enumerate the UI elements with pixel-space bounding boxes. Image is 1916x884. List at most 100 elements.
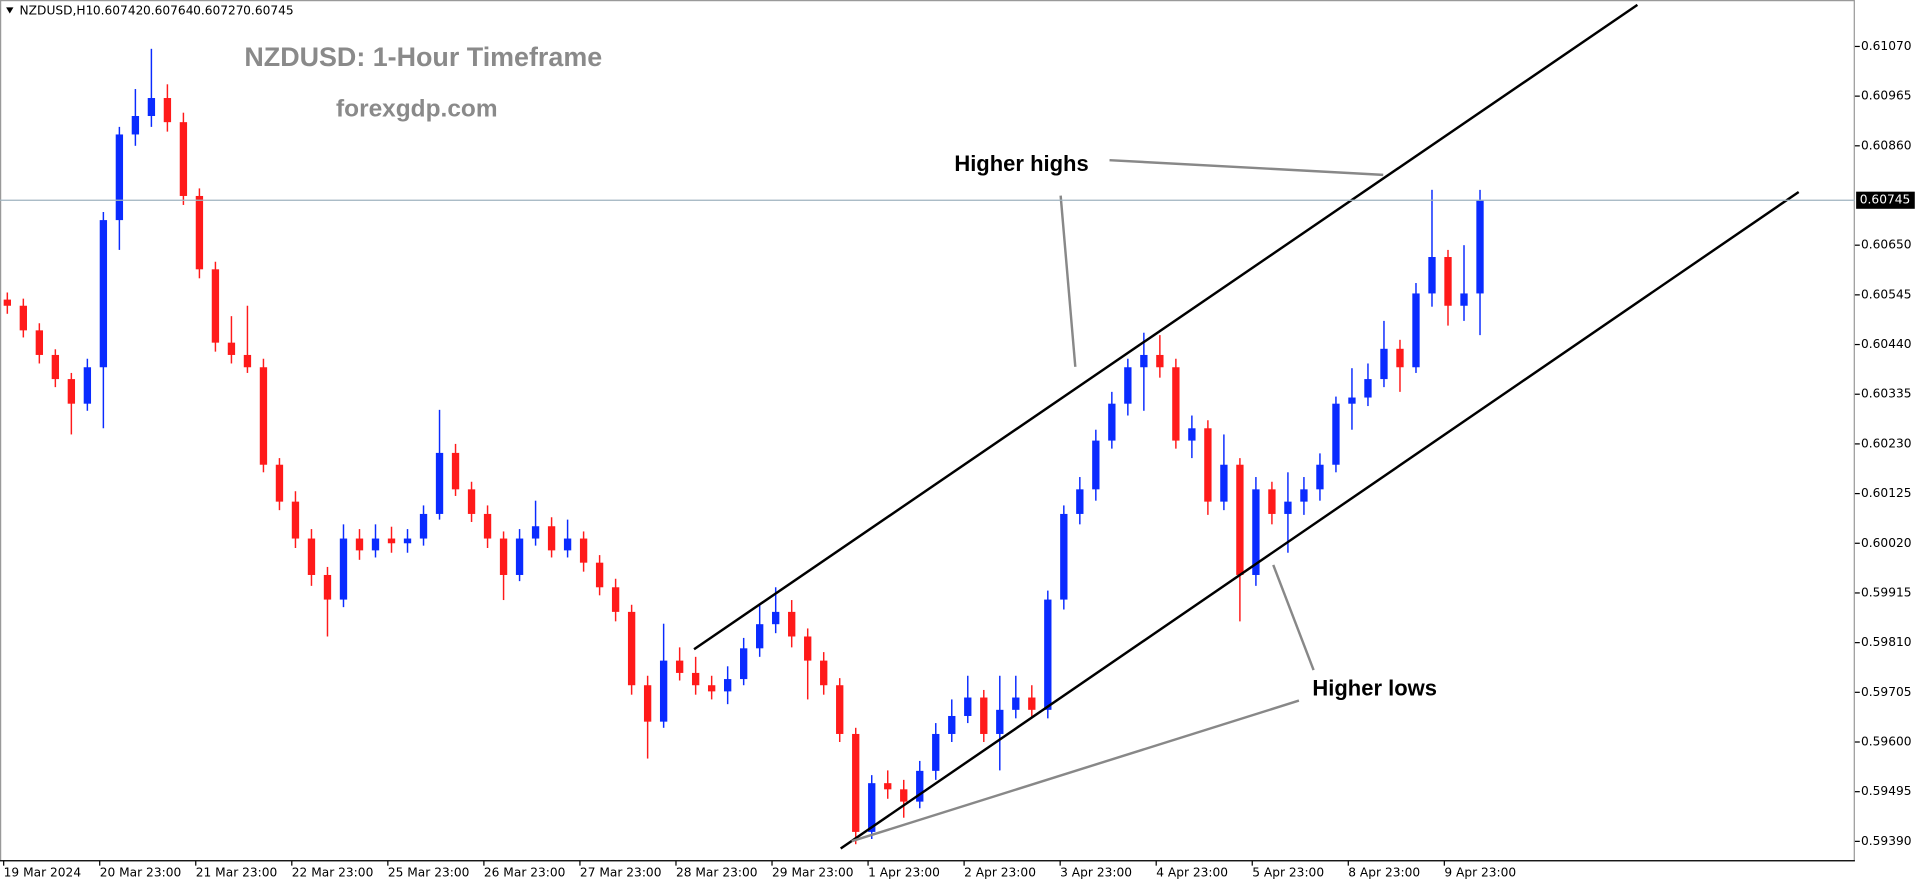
candle-body <box>643 685 652 722</box>
candle-body <box>83 367 92 404</box>
y-tick-label: 0.59810 <box>1861 635 1912 649</box>
y-tick-label: 0.59495 <box>1861 784 1912 798</box>
candle-body <box>1364 379 1372 398</box>
candle-body <box>884 783 892 790</box>
candle-body <box>1188 428 1196 441</box>
candle-body <box>675 660 684 673</box>
pointer-line <box>1059 195 1077 367</box>
candle-body <box>1236 464 1244 575</box>
upper-channel-line <box>693 3 1639 651</box>
annotation: Higher lows <box>1312 675 1437 700</box>
candle-body <box>723 679 732 692</box>
candle-body <box>563 538 572 551</box>
y-tick-label: 0.59600 <box>1861 735 1912 749</box>
x-tick-label: 19 Mar 2024 <box>4 865 82 879</box>
candle-body <box>1220 464 1228 502</box>
candle-body <box>35 330 44 355</box>
x-tick-label: 28 Mar 23:00 <box>676 865 758 879</box>
candle-body <box>1412 293 1420 368</box>
x-tick-label: 4 Apr 23:00 <box>1156 865 1228 879</box>
candle-body <box>403 538 412 544</box>
chart-title: NZDUSD: 1-Hour Timeframe <box>244 42 602 72</box>
y-tick-label: 0.59915 <box>1861 585 1912 599</box>
candle-body <box>756 624 764 649</box>
header-low: 0.60727 <box>193 4 244 18</box>
candle-body <box>740 648 748 680</box>
y-tick-label: 0.60335 <box>1861 387 1912 401</box>
candle-body <box>996 709 1004 734</box>
x-tick-label: 5 Apr 23:00 <box>1252 865 1324 879</box>
candle-body <box>900 789 908 802</box>
chart-subtitle: forexgdp.com <box>336 95 498 122</box>
y-tick-label: 0.60545 <box>1861 287 1912 301</box>
candle-body <box>707 685 716 692</box>
candle-body <box>1284 501 1292 514</box>
candle-body <box>51 354 60 380</box>
x-tick-label: 25 Mar 23:00 <box>388 865 470 879</box>
candle-body <box>1268 489 1276 514</box>
candle-body <box>179 122 188 196</box>
candle-body <box>243 354 252 368</box>
candle-body <box>659 660 668 722</box>
y-tick-label: 0.59705 <box>1861 685 1912 699</box>
pointer-line <box>1109 158 1384 177</box>
candle-body <box>868 783 876 832</box>
candle-body <box>595 562 604 588</box>
candle-body <box>115 134 124 221</box>
candle-body <box>419 513 428 539</box>
candle-body <box>1172 367 1180 441</box>
x-tick-label: 20 Mar 23:00 <box>100 865 182 879</box>
annotation: Higher highs <box>954 151 1088 176</box>
candle-body <box>1124 367 1132 404</box>
header-close: 0.60745 <box>243 4 294 18</box>
candle-body <box>435 452 444 514</box>
candle-body <box>1044 599 1052 710</box>
x-tick-label: 26 Mar 23:00 <box>484 865 566 879</box>
pointer-line <box>1272 564 1315 671</box>
candle-body <box>355 538 364 551</box>
candle-body <box>1252 489 1260 575</box>
candle-body <box>1156 354 1164 368</box>
y-tick-label: 0.60860 <box>1861 138 1912 152</box>
candle-body <box>1428 257 1436 294</box>
x-tick-label: 9 Apr 23:00 <box>1444 865 1516 879</box>
candle-body <box>579 538 588 563</box>
lower-channel-line <box>840 190 1800 850</box>
candle-body <box>611 587 620 612</box>
y-tick-label: 0.61070 <box>1861 39 1912 53</box>
candle-body <box>1076 489 1084 514</box>
candle-body <box>515 538 524 575</box>
x-tick-label: 29 Mar 23:00 <box>772 865 854 879</box>
candle-body <box>1108 403 1116 441</box>
candle-body <box>932 733 940 771</box>
candle-body <box>1060 513 1068 600</box>
candle-body <box>804 636 812 661</box>
candle-body <box>3 299 11 306</box>
header-icon <box>6 7 14 14</box>
candle-body <box>1316 464 1324 490</box>
candle-body <box>1332 403 1340 465</box>
candle-body <box>1300 489 1308 502</box>
x-tick-label: 8 Apr 23:00 <box>1348 865 1420 879</box>
y-tick-label: 0.60440 <box>1861 337 1912 351</box>
candle-body <box>307 538 316 575</box>
symbol: NZDUSD,H1 <box>20 4 94 18</box>
candle-body <box>836 685 844 734</box>
candle-body <box>852 733 860 832</box>
candle-body <box>323 574 332 600</box>
candle-body <box>1444 257 1452 306</box>
candle-body <box>1348 397 1356 404</box>
candle-body <box>387 538 396 544</box>
y-tick-label: 0.60020 <box>1861 536 1912 550</box>
candle-body <box>772 611 780 625</box>
candle-body <box>980 697 988 734</box>
candle-body <box>948 715 956 734</box>
pointer-line <box>851 699 1300 843</box>
x-tick-label: 3 Apr 23:00 <box>1060 865 1132 879</box>
last-price-box <box>1856 191 1915 209</box>
candle-body <box>531 526 540 539</box>
candle-body <box>1204 428 1212 502</box>
y-tick-label: 0.60965 <box>1861 89 1912 103</box>
y-tick-label: 0.59390 <box>1861 834 1912 848</box>
